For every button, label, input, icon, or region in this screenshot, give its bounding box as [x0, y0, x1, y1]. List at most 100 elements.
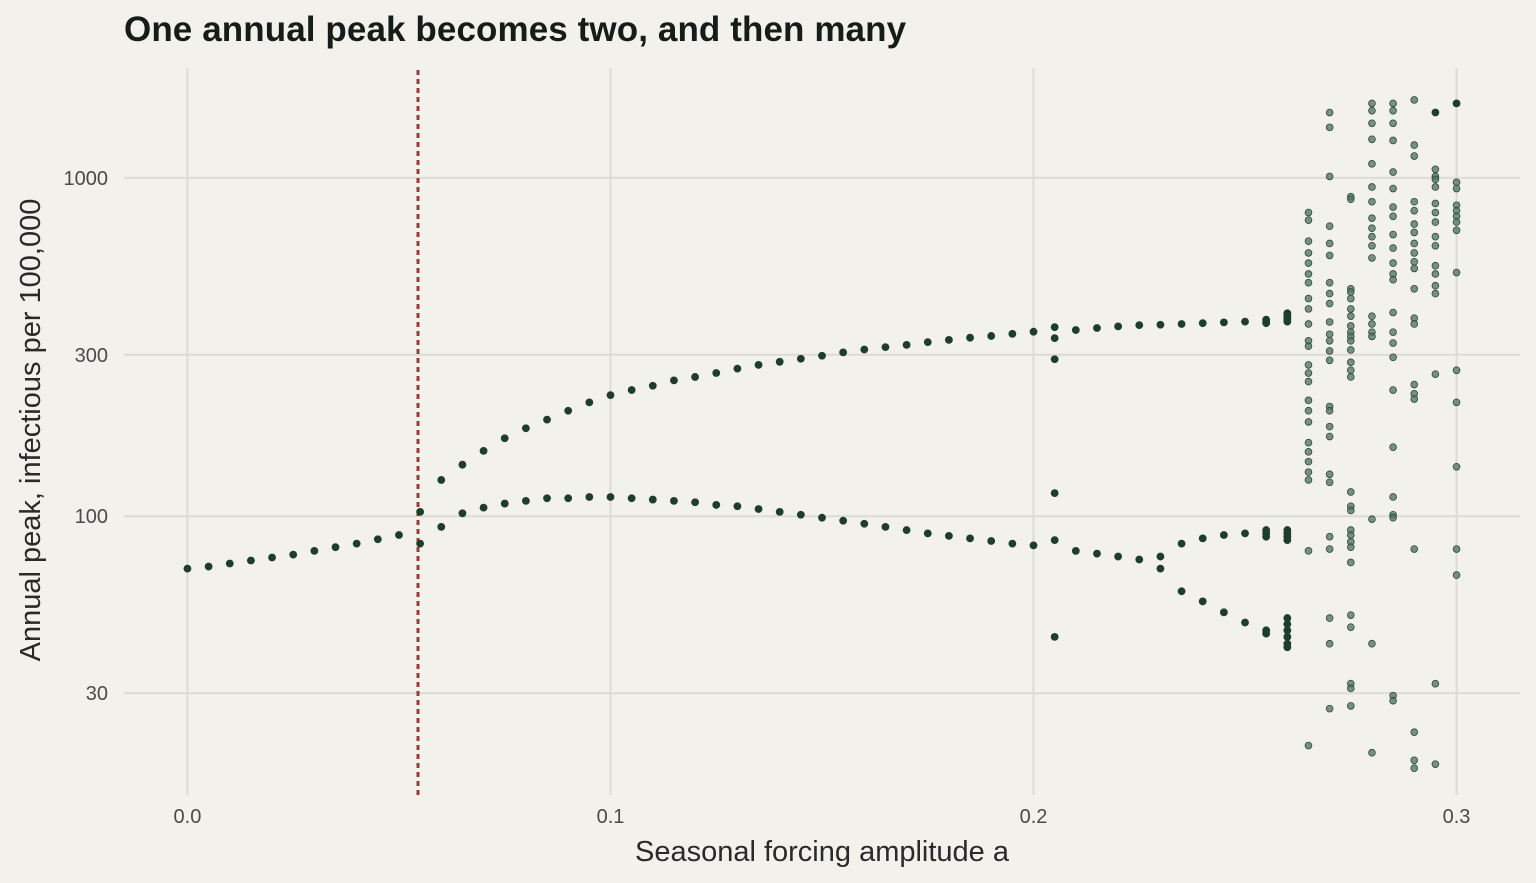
scatter-point	[1431, 270, 1440, 278]
point-layer	[183, 99, 1461, 652]
scatter-point	[1304, 216, 1313, 224]
data-point	[775, 357, 784, 366]
data-point	[796, 510, 805, 519]
scatter-point	[1304, 396, 1313, 405]
scatter-point	[1346, 558, 1355, 567]
data-point	[479, 503, 488, 512]
data-point	[733, 364, 742, 373]
scatter-point	[1304, 547, 1313, 555]
scatter-point	[1410, 249, 1419, 257]
data-point	[1029, 327, 1038, 336]
scatter-point	[1452, 462, 1461, 471]
scatter-point	[1368, 232, 1376, 241]
chart-title: One annual peak becomes two, and then ma…	[124, 10, 907, 49]
scatter-point	[1304, 305, 1313, 313]
data-point	[1008, 539, 1017, 548]
data-point	[479, 446, 488, 455]
scatter-point	[1410, 206, 1419, 215]
scatter-point	[1368, 99, 1376, 108]
data-point	[458, 509, 467, 518]
data-point	[606, 493, 615, 501]
scatter-point	[1368, 224, 1376, 232]
scatter-point	[1325, 123, 1334, 132]
scatter-point	[1410, 264, 1419, 273]
data-point	[648, 381, 657, 390]
scatter-point	[1346, 358, 1355, 367]
data-point	[1114, 322, 1123, 331]
data-point	[289, 550, 298, 559]
data-point	[648, 495, 657, 504]
data-point	[1008, 329, 1017, 338]
data-point	[1283, 620, 1292, 628]
data-point	[627, 386, 636, 394]
data-point	[331, 543, 340, 552]
scatter-point	[1304, 259, 1313, 267]
scatter-point	[1431, 760, 1440, 768]
scatter-point	[1431, 175, 1440, 184]
scatter-point	[1431, 218, 1440, 226]
scatter-point	[1325, 356, 1334, 365]
y-tick-label: 30	[86, 683, 108, 705]
data-point	[1093, 549, 1101, 558]
scatter-point	[1325, 432, 1334, 441]
scatter-point	[1346, 611, 1355, 619]
data-point	[1219, 318, 1228, 327]
scatter-point	[1431, 165, 1440, 174]
scatter-point	[1431, 208, 1440, 217]
data-point	[225, 559, 234, 568]
data-point	[627, 494, 636, 503]
data-point	[1219, 608, 1228, 617]
data-point	[860, 519, 869, 528]
scatter-point	[1325, 278, 1334, 287]
y-tick-label: 300	[75, 345, 108, 367]
scatter-point	[1431, 183, 1440, 191]
data-point	[712, 369, 721, 377]
scatter-point	[1431, 232, 1440, 241]
scatter-point	[1410, 220, 1419, 228]
data-point	[500, 434, 509, 443]
data-point	[543, 494, 551, 503]
data-point	[754, 361, 763, 369]
scatter-point	[1368, 320, 1376, 328]
scatter-point	[1368, 241, 1376, 250]
data-point	[902, 340, 911, 349]
scatter-point	[1304, 342, 1313, 351]
data-point	[1071, 546, 1080, 555]
data-point	[923, 529, 932, 538]
data-point	[543, 415, 551, 424]
scatter-point	[1325, 172, 1334, 181]
data-point	[564, 406, 573, 415]
scatter-point	[1389, 168, 1397, 176]
scatter-point	[1410, 395, 1419, 403]
data-point	[1219, 531, 1228, 539]
scatter-point	[1325, 239, 1334, 248]
scatter-point	[1325, 299, 1334, 308]
data-point	[1177, 320, 1186, 328]
scatter-point	[1410, 320, 1419, 328]
scatter-point	[1346, 623, 1355, 631]
scatter-point	[1431, 199, 1440, 208]
scatter-point	[1304, 294, 1313, 303]
scatter-point	[1368, 639, 1376, 648]
scatter-layer	[1304, 96, 1461, 773]
scatter-point	[1346, 305, 1355, 313]
data-point	[1452, 99, 1461, 108]
scatter-point	[1368, 748, 1376, 757]
scatter-point	[1431, 370, 1440, 378]
data-point	[670, 376, 678, 385]
scatter-point	[1304, 468, 1313, 476]
scatter-point	[1452, 545, 1461, 553]
data-point	[1050, 334, 1059, 343]
scatter-point	[1452, 226, 1461, 235]
data-point	[416, 507, 425, 516]
scatter-point	[1368, 183, 1376, 191]
data-point	[564, 494, 573, 503]
scatter-point	[1346, 702, 1355, 710]
data-point	[1050, 536, 1059, 545]
scatter-point	[1452, 268, 1461, 277]
data-point	[775, 507, 784, 516]
scatter-point	[1410, 197, 1419, 206]
data-point	[521, 424, 530, 433]
data-point	[204, 562, 213, 571]
